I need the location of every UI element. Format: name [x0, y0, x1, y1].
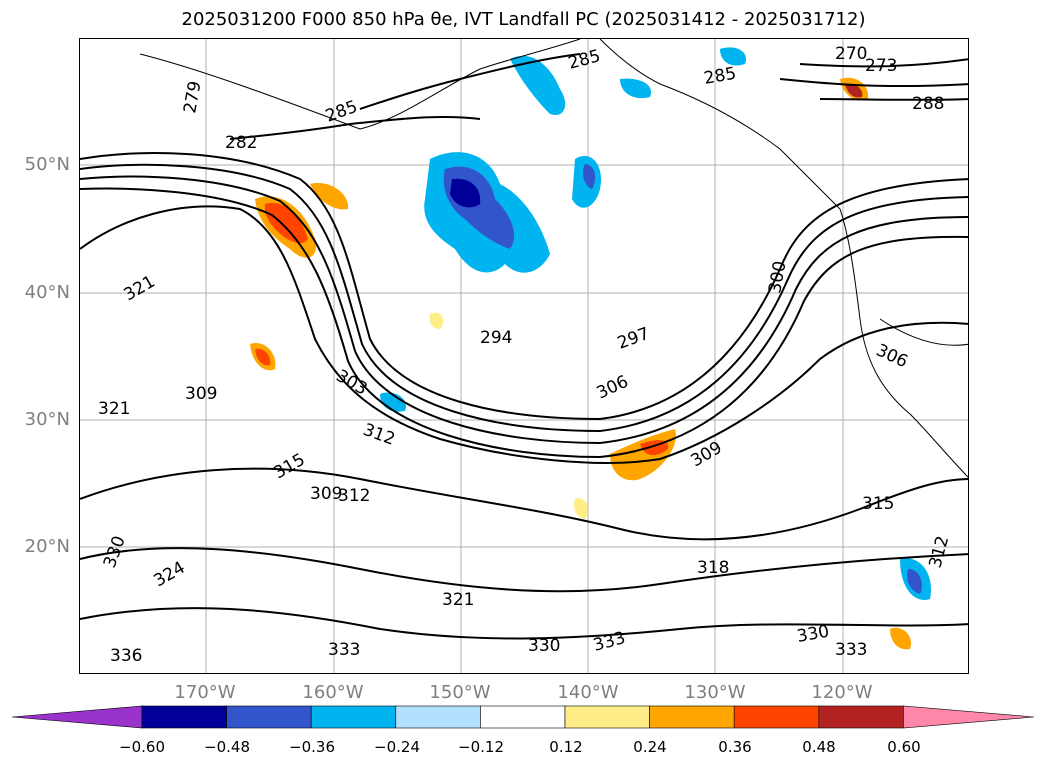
lat-label-30n: 30°N	[24, 409, 70, 430]
graticule	[80, 39, 968, 673]
contour-label: 333	[835, 640, 867, 660]
colorbar-cell	[564, 705, 650, 729]
contour-label: 309	[185, 384, 217, 404]
contour-label: 288	[912, 94, 944, 114]
contour-label: 318	[697, 558, 729, 578]
lat-label-20n: 20°N	[24, 536, 70, 557]
colorbar-tick: −0.12	[458, 738, 504, 756]
colorbar-tick: 0.24	[633, 738, 667, 756]
contour-label: 306	[594, 372, 632, 404]
colorbar-cell	[733, 705, 820, 729]
contour-label: 312	[926, 534, 954, 571]
contour-label: 330	[100, 533, 130, 570]
contour-label: 321	[442, 590, 474, 610]
contour-label: 282	[225, 133, 257, 153]
colorbar-tick: 0.60	[887, 738, 921, 756]
colorbar-tick: 0.12	[549, 738, 583, 756]
contour-label: 321	[121, 272, 159, 306]
colorbar-cell	[226, 705, 312, 729]
colorbar-cell	[310, 705, 397, 729]
lat-label-40n: 40°N	[24, 282, 70, 303]
contour-label: 333	[328, 640, 360, 660]
colorbar	[11, 705, 1035, 729]
contour-label: 333	[591, 628, 628, 656]
contour-label: 285	[702, 64, 737, 89]
colorbar-tick: −0.60	[119, 738, 165, 756]
contour-label: 300	[765, 259, 790, 294]
contour-label: 321	[98, 399, 130, 419]
contour-label: 285	[566, 46, 603, 74]
colorbar-extend-low	[11, 705, 143, 729]
colorbar-cell	[141, 705, 227, 729]
contour-label: 306	[873, 340, 911, 372]
contour-label: 315	[271, 450, 309, 484]
contour-label: 330	[795, 622, 830, 647]
lon-label-130w: 130°W	[684, 682, 746, 703]
contour-label: 297	[615, 324, 652, 354]
contour-label: 315	[862, 494, 894, 514]
contour-label: 336	[110, 646, 142, 666]
chart-title: 2025031200 F000 850 hPa θe, IVT Landfall…	[181, 9, 866, 30]
contour-label: 312	[338, 486, 370, 506]
lon-label-150w: 150°W	[429, 682, 491, 703]
contour-label: 312	[360, 420, 397, 450]
colorbar-tick: 0.48	[802, 738, 836, 756]
map-panel: 279 282 285 285 285 270 273 288 294 297 …	[79, 38, 969, 674]
contour-label: 285	[323, 97, 360, 127]
lon-label-170w: 170°W	[174, 682, 236, 703]
coastlines	[139, 39, 968, 478]
map-canvas: 279 282 285 285 285 270 273 288 294 297 …	[80, 39, 968, 673]
lon-label-160w: 160°W	[302, 682, 364, 703]
lon-label-120w: 120°W	[811, 682, 873, 703]
contour-label: 270	[835, 44, 867, 64]
contour-label: 330	[528, 636, 560, 656]
contour-label: 309	[310, 484, 342, 504]
contour-label: 303	[333, 366, 371, 400]
colorbar-cell	[395, 705, 481, 729]
colorbar-cell	[818, 705, 904, 729]
contour-label: 294	[480, 328, 512, 348]
lat-label-50n: 50°N	[24, 154, 70, 175]
ivt-shading	[250, 47, 931, 650]
colorbar-cell	[480, 705, 566, 729]
colorbar-extend-high	[903, 705, 1035, 729]
contour-label: 279	[180, 79, 205, 114]
colorbar-tick: 0.36	[718, 738, 752, 756]
contour-label: 324	[151, 558, 189, 592]
contour-label: 309	[688, 438, 726, 472]
colorbar-tick: −0.36	[289, 738, 335, 756]
theta-e-contours	[80, 53, 968, 640]
colorbar-tick: −0.24	[374, 738, 420, 756]
contour-label: 273	[865, 56, 897, 76]
lon-label-140w: 140°W	[557, 682, 619, 703]
colorbar-tick: −0.48	[204, 738, 250, 756]
colorbar-cell	[649, 705, 735, 729]
